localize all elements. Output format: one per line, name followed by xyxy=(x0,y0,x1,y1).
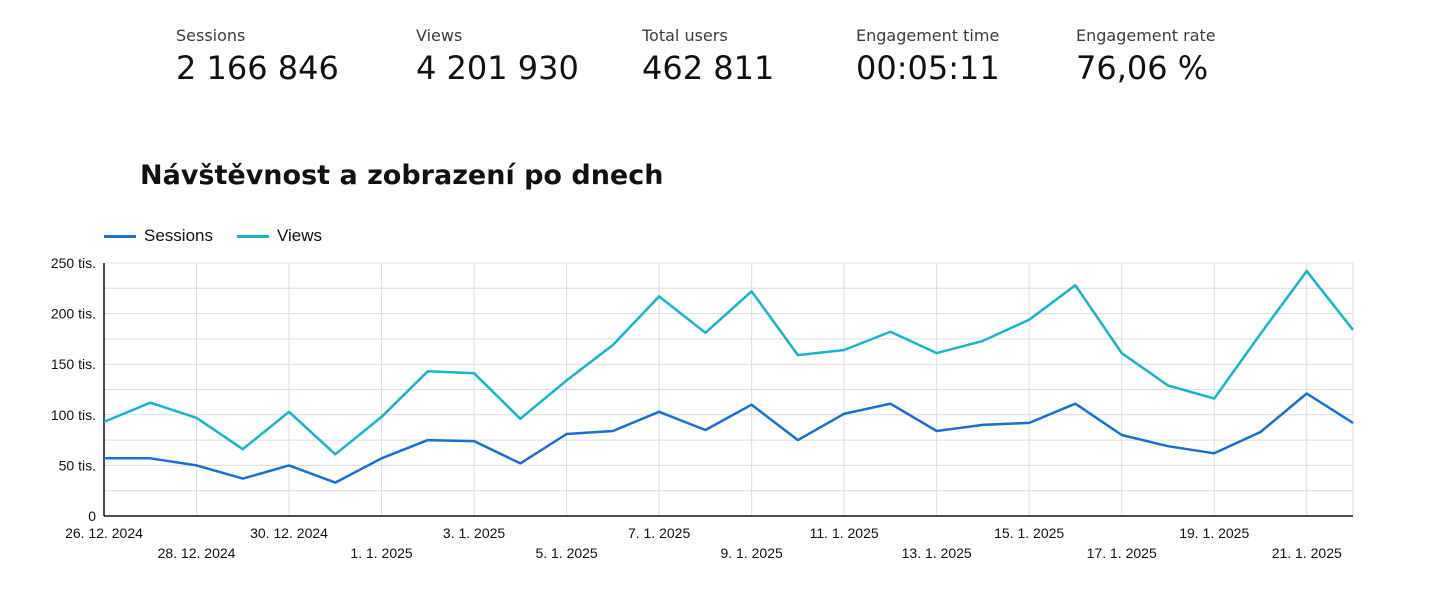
x-tick-label: 11. 1. 2025 xyxy=(810,525,879,541)
legend-item-sessions[interactable]: Sessions xyxy=(104,226,213,246)
series-line-sessions xyxy=(104,392,1354,484)
x-tick-label: 30. 12. 2024 xyxy=(250,525,328,541)
kpi-views: Views 4 201 930 xyxy=(416,26,579,88)
x-tick-label: 21. 1. 2025 xyxy=(1272,545,1342,561)
x-tick-label: 13. 1. 2025 xyxy=(902,545,972,561)
y-tick-label: 250 tis. xyxy=(51,255,96,271)
y-tick-label: 150 tis. xyxy=(51,356,96,372)
x-tick-label: 26. 12. 2024 xyxy=(65,525,143,541)
kpi-engagement-rate: Engagement rate 76,06 % xyxy=(1076,26,1216,88)
kpi-value: 4 201 930 xyxy=(416,49,579,87)
x-tick-label: 28. 12. 2024 xyxy=(158,545,236,561)
x-tick-label: 19. 1. 2025 xyxy=(1179,525,1249,541)
y-tick-label: 100 tis. xyxy=(51,407,96,423)
series-line-views xyxy=(103,269,1354,456)
y-tick-label: 200 tis. xyxy=(51,306,96,322)
legend-item-views[interactable]: Views xyxy=(236,226,323,246)
kpi-engagement-time: Engagement time 00:05:11 xyxy=(856,26,1000,88)
x-tick-label: 15. 1. 2025 xyxy=(994,525,1064,541)
kpi-value: 2 166 846 xyxy=(176,49,339,87)
chart-legend: Sessions Views xyxy=(104,226,346,246)
legend-swatch-sessions xyxy=(104,234,136,238)
kpi-label: Views xyxy=(416,26,463,45)
x-tick-label: 7. 1. 2025 xyxy=(628,525,690,541)
x-tick-label: 17. 1. 2025 xyxy=(1087,545,1157,561)
kpi-total-users: Total users 462 811 xyxy=(642,26,774,88)
y-tick-label: 50 tis. xyxy=(59,457,96,473)
legend-label-views: Views xyxy=(276,226,323,245)
legend-swatch-views xyxy=(236,234,269,238)
kpi-label: Sessions xyxy=(176,26,246,45)
x-tick-label: 9. 1. 2025 xyxy=(720,545,782,561)
kpi-value: 76,06 % xyxy=(1076,49,1209,87)
x-tick-label: 5. 1. 2025 xyxy=(535,545,597,561)
y-tick-label: 0 xyxy=(88,508,96,524)
kpi-value: 462 811 xyxy=(642,49,775,87)
kpi-sessions: Sessions 2 166 846 xyxy=(176,26,339,88)
x-tick-label: 1. 1. 2025 xyxy=(350,545,412,561)
kpi-value: 00:05:11 xyxy=(856,49,1000,87)
x-tick-label: 3. 1. 2025 xyxy=(443,525,505,541)
chart-title: Návštěvnost a zobrazení po dnech xyxy=(140,160,664,191)
kpi-label: Engagement time xyxy=(856,26,1000,45)
kpi-label: Total users xyxy=(642,26,728,45)
kpi-label: Engagement rate xyxy=(1076,26,1216,45)
legend-label-sessions: Sessions xyxy=(144,226,213,245)
